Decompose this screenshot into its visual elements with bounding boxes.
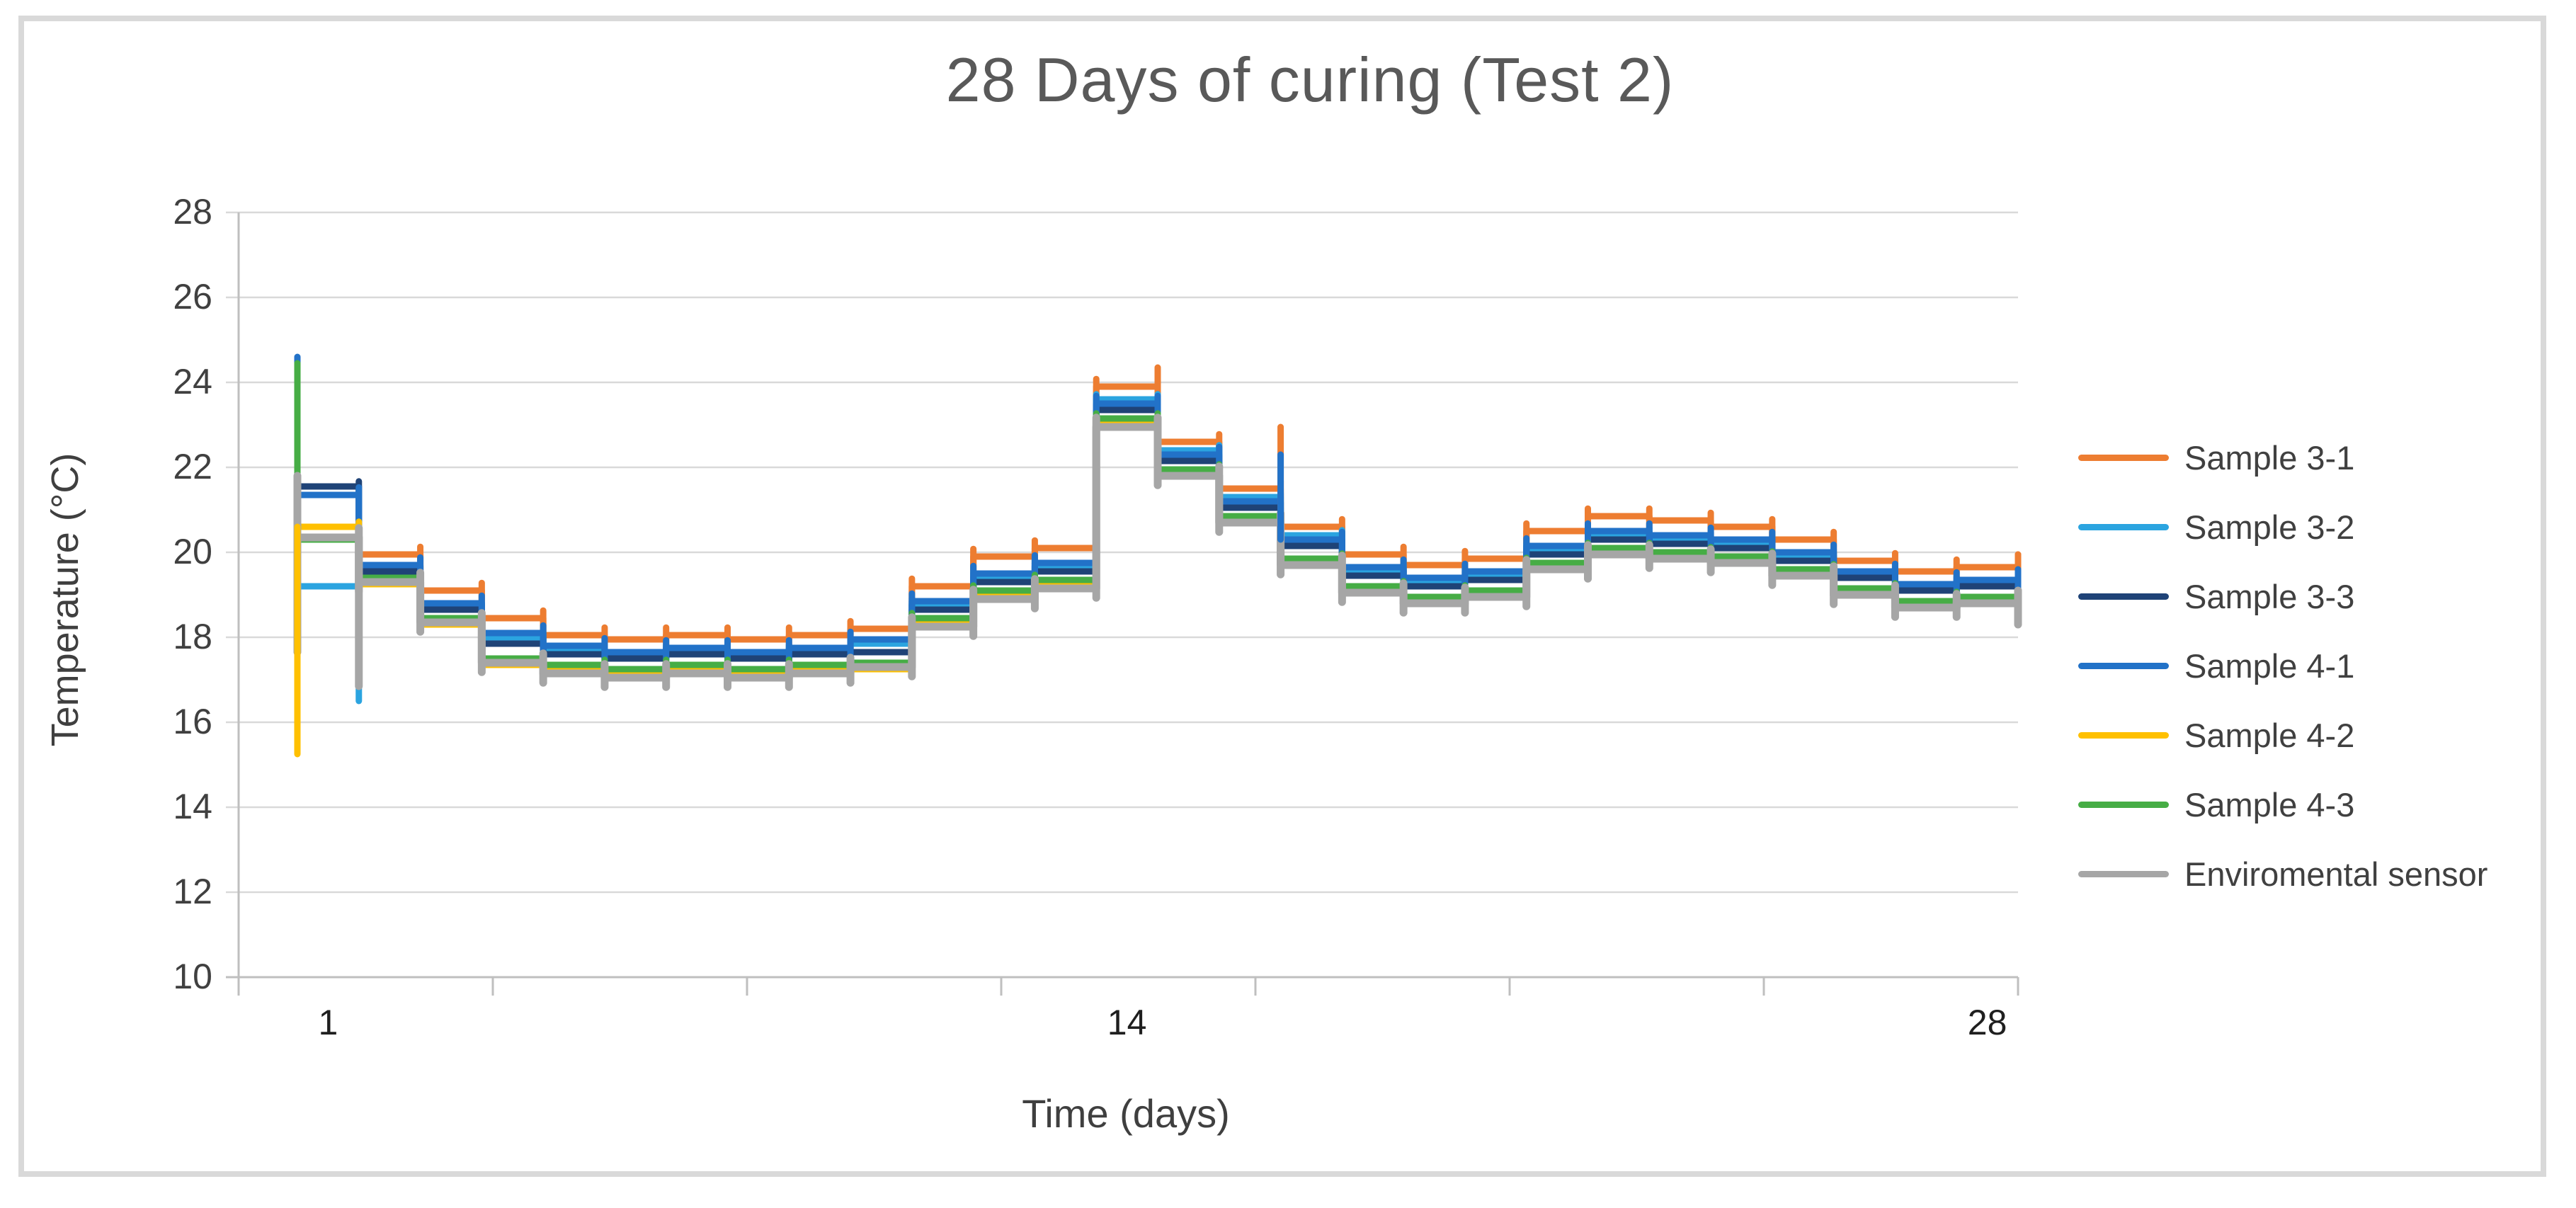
legend-label: Sample 3-1 xyxy=(2184,438,2355,477)
x-tick-label-28: 28 xyxy=(1967,1003,2007,1042)
legend-item-sample-3-1: Sample 3-1 xyxy=(2078,436,2354,479)
y-tick-label-10: 10 xyxy=(173,957,212,996)
legend-swatch xyxy=(2078,523,2169,530)
chart-border xyxy=(18,16,2546,1177)
legend-label: Sample 4-3 xyxy=(2184,785,2355,824)
y-tick-label-28: 28 xyxy=(173,192,212,232)
legend-label: Sample 4-1 xyxy=(2184,646,2355,685)
y-tick-label-18: 18 xyxy=(173,617,212,656)
y-tick-label-22: 22 xyxy=(173,447,212,486)
x-tick-label-1: 1 xyxy=(318,1003,338,1042)
y-tick-label-12: 12 xyxy=(173,872,212,911)
y-tick-label-16: 16 xyxy=(173,702,212,741)
legend-label: Sample 3-2 xyxy=(2184,508,2355,546)
x-axis-title: Time (days) xyxy=(1022,1091,1230,1136)
legend-label: Enviromental sensor xyxy=(2184,855,2488,893)
legend-item-sample-4-2: Sample 4-2 xyxy=(2078,714,2354,756)
legend-label: Sample 3-3 xyxy=(2184,577,2355,615)
legend-swatch xyxy=(2078,870,2169,877)
legend-swatch xyxy=(2078,731,2169,739)
chart-title: 28 Days of curing (Test 2) xyxy=(945,45,1675,115)
y-tick-label-14: 14 xyxy=(173,787,212,826)
legend-swatch xyxy=(2078,593,2169,600)
y-tick-label-26: 26 xyxy=(173,277,212,317)
legend-item-sample-3-2: Sample 3-2 xyxy=(2078,506,2354,548)
legend-swatch xyxy=(2078,662,2169,669)
legend-label: Sample 4-2 xyxy=(2184,716,2355,754)
y-tick-label-20: 20 xyxy=(173,532,212,571)
legend-swatch xyxy=(2078,454,2169,461)
legend-item-enviromental-sensor: Enviromental sensor xyxy=(2078,853,2487,895)
y-tick-label-24: 24 xyxy=(173,362,212,401)
y-axis-title: Temperature (°C) xyxy=(44,452,86,747)
legend-item-sample-4-3: Sample 4-3 xyxy=(2078,783,2354,826)
x-tick-label-14: 14 xyxy=(1107,1003,1147,1042)
legend-swatch xyxy=(2078,801,2169,808)
legend-item-sample-3-3: Sample 3-3 xyxy=(2078,575,2354,617)
legend-item-sample-4-1: Sample 4-1 xyxy=(2078,644,2354,687)
